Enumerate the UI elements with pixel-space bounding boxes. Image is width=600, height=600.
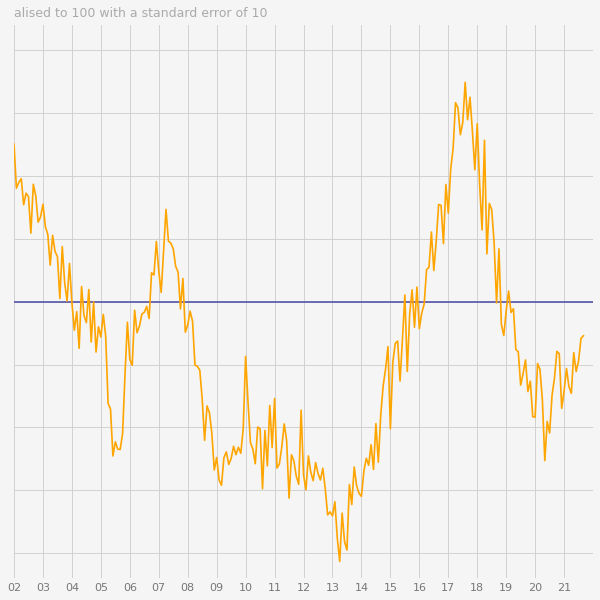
- Text: alised to 100 with a standard error of 10: alised to 100 with a standard error of 1…: [14, 7, 268, 20]
